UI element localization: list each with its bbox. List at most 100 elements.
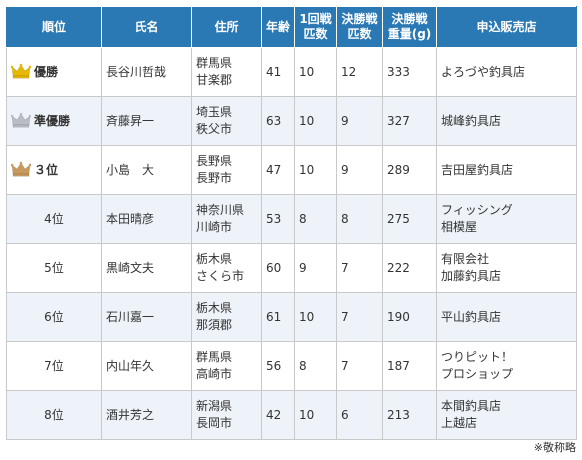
table-row: ３位 小島 大長野県 長野市 47 10 9 289 吉田屋釣具店 [6, 145, 577, 195]
city: 秩父市 [196, 122, 233, 136]
round1-count-cell: 10 [294, 390, 337, 440]
name-cell: 小島 大 [101, 145, 192, 195]
shop-cell: つりピット！ プロショップ [436, 341, 577, 391]
round1-count-cell: 10 [294, 47, 337, 97]
rank-cell: ３位 [6, 145, 102, 195]
header-age: 年齢 [261, 6, 295, 48]
final-count-cell: 7 [336, 292, 383, 342]
honorific-note: ※敬称略 [533, 441, 576, 454]
round1-count-cell: 10 [294, 145, 337, 195]
prefecture: 長野県 [196, 154, 233, 168]
age-cell: 42 [261, 390, 295, 440]
city: 長野市 [196, 171, 233, 185]
header-row: 順位 氏名 住所 年齢 1回戦 匹数 決勝戦 匹数 決勝戦 重量(g) 申込販売… [6, 6, 577, 48]
shop-line: 吉田屋釣具店 [441, 162, 514, 177]
shop-line: 城峰釣具店 [441, 113, 502, 128]
address-cell: 新潟県 長岡市 [191, 390, 262, 440]
round1-count-cell: 8 [294, 341, 337, 391]
table-row: 7位 内山年久 群馬県 高崎市 56 8 7 187 つりピット！ プロショップ [6, 341, 577, 391]
address-cell: 埼玉県 秩父市 [191, 96, 262, 146]
table-row: 優勝 長谷川哲哉 群馬県 甘楽郡 41 10 12 333 よろづや釣具店 [6, 47, 577, 97]
name-cell: 酒井芳之 [101, 390, 192, 440]
age-cell: 63 [261, 96, 295, 146]
shop-line: 平山釣具店 [441, 309, 502, 324]
final-weight-cell: 213 [382, 390, 437, 440]
rank-label: 優勝 [34, 65, 59, 79]
table-row: 5位 黒崎文夫 栃木県 さくら市 60 9 7 222 有限会社 加藤釣具店 [6, 243, 577, 293]
age-cell: 47 [261, 145, 295, 195]
shop-cell: 城峰釣具店 [436, 96, 577, 146]
final-weight-cell: 327 [382, 96, 437, 146]
rank-cell: 6位 [6, 292, 102, 342]
header-rank: 順位 [6, 6, 102, 48]
prefecture: 埼玉県 [196, 105, 233, 119]
rank-cell: 優勝 [6, 47, 102, 97]
prefecture: 神奈川県 [196, 203, 245, 217]
header-shop: 申込販売店 [436, 6, 577, 48]
shop-line: 有限会社 [441, 252, 490, 266]
final-weight-cell: 275 [382, 194, 437, 244]
name-cell: 長谷川哲哉 [101, 47, 192, 97]
city: 甘楽郡 [196, 73, 233, 87]
round1-count-cell: 9 [294, 243, 337, 293]
address-cell: 栃木県 さくら市 [191, 243, 262, 293]
age-cell: 61 [261, 292, 295, 342]
bronze-crown-icon [10, 161, 32, 177]
name-cell: 本田晴彦 [101, 194, 192, 244]
final-weight-cell: 190 [382, 292, 437, 342]
header-final-count-line2: 匹数 [347, 27, 372, 41]
name-cell: 石川嘉一 [101, 292, 192, 342]
rank-label: ３位 [34, 163, 59, 177]
name-cell: 黒崎文夫 [101, 243, 192, 293]
city: 高崎市 [196, 367, 233, 381]
final-count-cell: 7 [336, 341, 383, 391]
address-cell: 群馬県 高崎市 [191, 341, 262, 391]
prefecture: 群馬県 [196, 56, 233, 70]
round1-count-cell: 10 [294, 96, 337, 146]
shop-cell: よろづや釣具店 [436, 47, 577, 97]
name-cell: 斉藤昇一 [101, 96, 192, 146]
final-count-cell: 8 [336, 194, 383, 244]
shop-line: 本間釣具店 [441, 399, 502, 413]
final-count-cell: 7 [336, 243, 383, 293]
round1-count-cell: 8 [294, 194, 337, 244]
final-weight-cell: 333 [382, 47, 437, 97]
header-final-count-line1: 決勝戦 [341, 12, 378, 26]
final-weight-cell: 289 [382, 145, 437, 195]
age-cell: 41 [261, 47, 295, 97]
silver-crown-icon [10, 112, 32, 128]
rank-cell: 5位 [6, 243, 102, 293]
header-final-count: 決勝戦 匹数 [336, 6, 383, 48]
shop-cell: フィッシング 相模屋 [436, 194, 577, 244]
header-round1-line2: 匹数 [303, 27, 328, 41]
rank-cell: 7位 [6, 341, 102, 391]
rank-cell: 4位 [6, 194, 102, 244]
age-cell: 56 [261, 341, 295, 391]
rank-cell: 準優勝 [6, 96, 102, 146]
shop-line: プロショップ [441, 367, 514, 381]
shop-cell: 有限会社 加藤釣具店 [436, 243, 577, 293]
city: 那須郡 [196, 318, 233, 332]
address-cell: 長野県 長野市 [191, 145, 262, 195]
shop-line: つりピット！ [441, 350, 514, 364]
header-round1-line1: 1回戦 [299, 12, 332, 26]
age-cell: 60 [261, 243, 295, 293]
table-row: 6位 石川嘉一 栃木県 那須郡 61 10 7 190 平山釣具店 [6, 292, 577, 342]
header-round1: 1回戦 匹数 [294, 6, 337, 48]
shop-line: 加藤釣具店 [441, 269, 502, 283]
shop-cell: 平山釣具店 [436, 292, 577, 342]
shop-line: フィッシング [441, 203, 513, 217]
rank-label: 準優勝 [34, 114, 71, 128]
prefecture: 栃木県 [196, 252, 233, 266]
final-count-cell: 9 [336, 145, 383, 195]
address-cell: 神奈川県 川崎市 [191, 194, 262, 244]
shop-line: よろづや釣具店 [441, 64, 526, 79]
round1-count-cell: 10 [294, 292, 337, 342]
gold-crown-icon [10, 63, 32, 79]
address-cell: 栃木県 那須郡 [191, 292, 262, 342]
shop-line: 相模屋 [441, 220, 478, 234]
final-weight-cell: 222 [382, 243, 437, 293]
shop-cell: 本間釣具店 上越店 [436, 390, 577, 440]
header-final-weight-line1: 決勝戦 [391, 12, 428, 26]
name-cell: 内山年久 [101, 341, 192, 391]
